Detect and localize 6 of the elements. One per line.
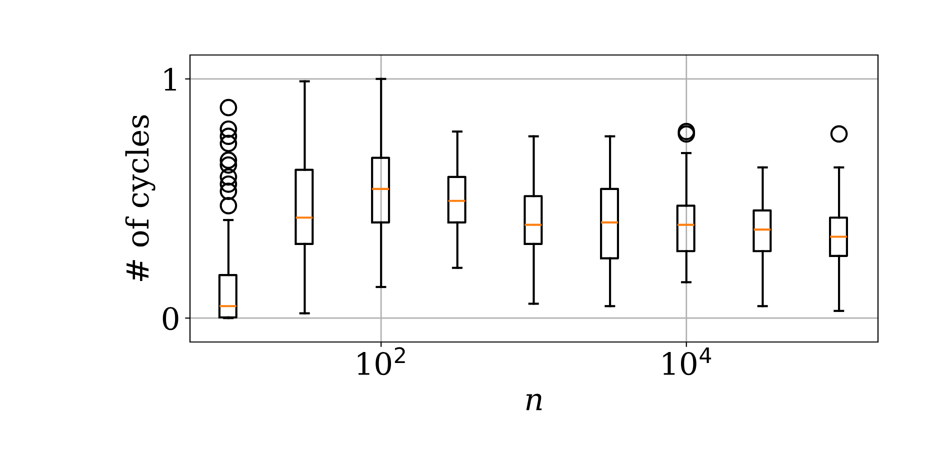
x-tick-label: 10$^{4}$ xyxy=(663,347,712,376)
y-tick-label: 0 xyxy=(162,307,178,330)
y-axis-title: # of cycles xyxy=(125,115,156,282)
y-tick-label: 1 xyxy=(164,68,176,91)
x-tick-label: 10$^{2}$ xyxy=(358,347,405,376)
x-axis-title: n xyxy=(526,394,542,410)
